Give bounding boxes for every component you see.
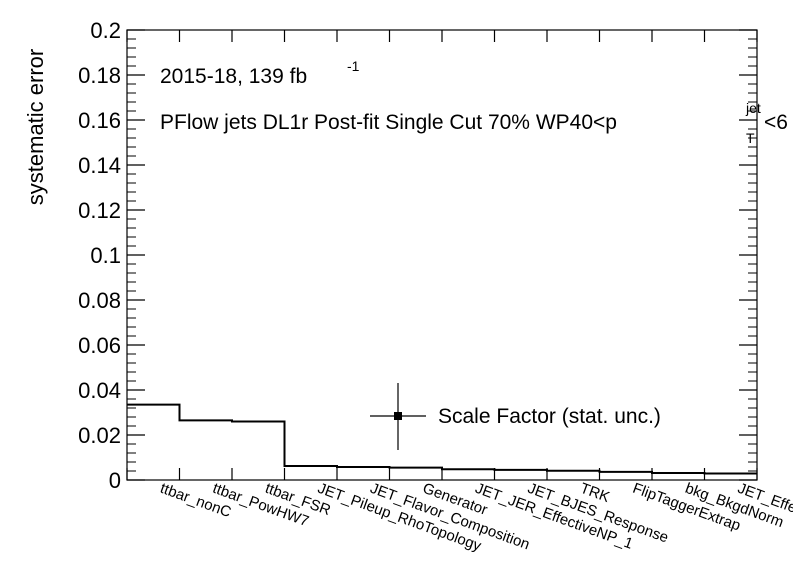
y-tick-label: 0.02 xyxy=(78,423,121,448)
x-axis-category-labels: ttbar_nonCttbar_PowHW7ttbar_FSRJET_Pileu… xyxy=(158,480,793,555)
y-tick-label: 0.2 xyxy=(90,18,121,43)
selection-superscript: jet xyxy=(745,100,761,116)
lumi-superscript: -1 xyxy=(347,58,360,74)
legend: Scale Factor (stat. unc.) xyxy=(370,383,661,450)
y-axis-title: systematic error xyxy=(23,49,48,205)
lumi-label: 2015-18, 139 fb xyxy=(160,65,307,88)
y-tick-label: 0.14 xyxy=(78,153,121,178)
y-tick-label: 0.06 xyxy=(78,333,121,358)
y-tick-label: 0.08 xyxy=(78,288,121,313)
systematic-step-line xyxy=(127,403,757,475)
selection-subscript: T xyxy=(746,130,755,146)
y-tick-label: 0.16 xyxy=(78,108,121,133)
legend-label: Scale Factor (stat. unc.) xyxy=(438,405,661,428)
y-tick-label: 0.04 xyxy=(78,378,121,403)
y-axis: 0 0.02 0.04 0.06 0.08 0.1 0.12 0.14 0.16 0.18 0.2 xyxy=(78,18,757,493)
selection-tail: <6 xyxy=(764,111,788,134)
legend-marker xyxy=(394,412,402,420)
y-tick-label: 0.18 xyxy=(78,63,121,88)
selection-label: PFlow jets DL1r Post-fit Single Cut 70% … xyxy=(160,111,617,134)
y-tick-label: 0 xyxy=(109,468,121,493)
y-tick-label: 0.1 xyxy=(90,243,121,268)
systematic-steps xyxy=(127,403,757,475)
y-tick-label: 0.12 xyxy=(78,198,121,223)
